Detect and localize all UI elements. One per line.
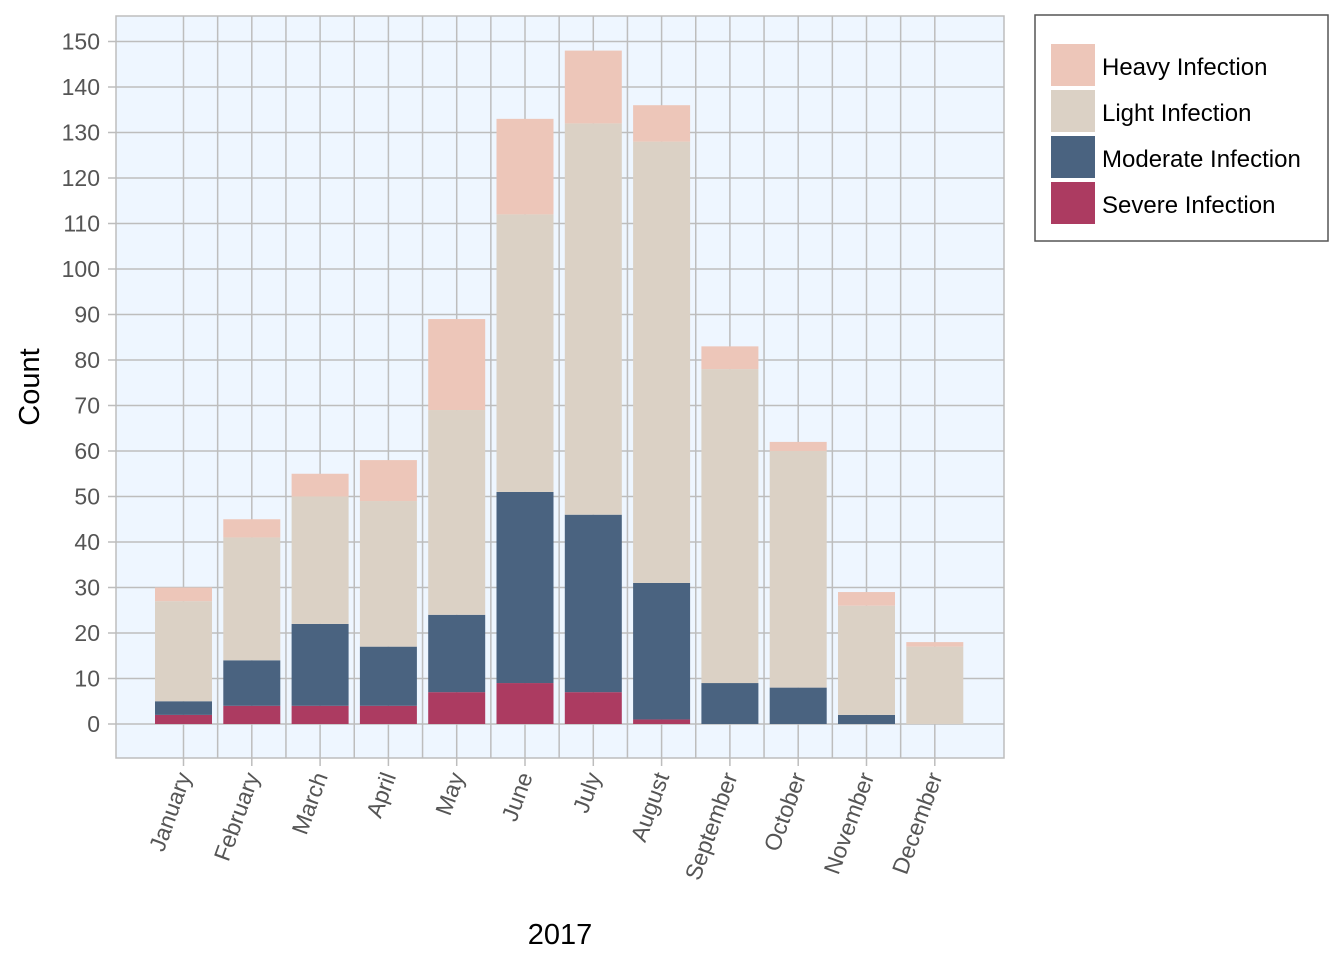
x-tick-label: April bbox=[361, 769, 401, 821]
y-tick-label: 10 bbox=[74, 666, 100, 692]
bar-heavy-infection-october bbox=[769, 441, 827, 451]
legend-label: Light Infection bbox=[1102, 100, 1251, 127]
x-tick-label: July bbox=[568, 768, 607, 816]
bar-heavy-infection-january bbox=[155, 587, 212, 602]
bar-severe-infection-march bbox=[291, 705, 349, 724]
legend-label: Severe Infection bbox=[1102, 192, 1275, 219]
bar-light-infection-october bbox=[769, 451, 827, 688]
x-tick-label: January bbox=[144, 768, 197, 854]
x-axis-title: 2017 bbox=[528, 919, 593, 951]
bar-moderate-infection-january bbox=[155, 701, 212, 715]
legend-label: Moderate Infection bbox=[1102, 146, 1301, 173]
legend: Heavy Infection Light Infection Moderate I… bbox=[1034, 14, 1329, 242]
bar-moderate-infection-april bbox=[359, 646, 417, 706]
bar-heavy-infection-september bbox=[701, 346, 759, 370]
legend-key-light-infection bbox=[1051, 90, 1095, 132]
y-tick-label: 40 bbox=[74, 529, 100, 555]
bar-heavy-infection-may bbox=[428, 319, 486, 411]
bar-severe-infection-june bbox=[496, 683, 554, 724]
bars bbox=[155, 50, 964, 724]
bar-severe-infection-april bbox=[359, 705, 417, 724]
bar-severe-infection-august bbox=[633, 719, 691, 724]
y-tick-label: 50 bbox=[74, 484, 100, 510]
bar-light-infection-march bbox=[291, 496, 349, 624]
legend-label: Heavy Infection bbox=[1102, 54, 1267, 81]
y-tick-label: 130 bbox=[62, 120, 100, 146]
bar-light-infection-may bbox=[428, 410, 486, 615]
bar-heavy-infection-november bbox=[838, 592, 895, 606]
bar-light-infection-april bbox=[359, 501, 417, 647]
y-tick-label: 60 bbox=[74, 438, 100, 464]
bar-heavy-infection-august bbox=[633, 105, 691, 142]
bar-severe-infection-may bbox=[428, 692, 486, 724]
x-tick-label: September bbox=[680, 769, 743, 884]
legend-key-moderate-infection bbox=[1051, 136, 1095, 178]
bar-light-infection-september bbox=[701, 369, 759, 684]
bar-heavy-infection-july bbox=[564, 50, 622, 124]
bar-light-infection-december bbox=[906, 646, 964, 724]
bar-light-infection-june bbox=[496, 214, 554, 492]
bar-moderate-infection-september bbox=[701, 683, 759, 724]
y-tick-label: 120 bbox=[62, 165, 100, 191]
bar-severe-infection-january bbox=[155, 714, 212, 724]
y-tick-label: 140 bbox=[62, 74, 100, 100]
y-tick-label: 150 bbox=[62, 29, 100, 55]
bar-light-infection-august bbox=[633, 141, 691, 583]
bar-moderate-infection-june bbox=[496, 491, 554, 684]
x-tick-label: June bbox=[496, 769, 537, 825]
bar-heavy-infection-december bbox=[906, 642, 964, 647]
y-axis-ticks: 0 10 20 30 40 50 60 70 80 90 100 110 120 130 140 150 bbox=[62, 29, 116, 737]
bar-severe-infection-july bbox=[564, 692, 622, 724]
x-axis-ticks: January February March April May June July Augu… bbox=[144, 758, 948, 883]
y-tick-label: 110 bbox=[63, 211, 100, 237]
bar-heavy-infection-february bbox=[223, 519, 281, 538]
bar-heavy-infection-march bbox=[291, 473, 349, 497]
y-tick-label: 0 bbox=[87, 711, 100, 737]
bar-moderate-infection-august bbox=[633, 582, 691, 720]
bar-severe-infection-february bbox=[223, 705, 281, 724]
y-tick-label: 90 bbox=[74, 302, 100, 328]
x-tick-label: November bbox=[818, 769, 879, 878]
y-tick-label: 80 bbox=[74, 347, 100, 373]
x-tick-label: December bbox=[887, 769, 948, 878]
y-axis-title: Count bbox=[14, 348, 46, 425]
y-tick-label: 70 bbox=[74, 393, 100, 419]
bar-light-infection-november bbox=[838, 605, 895, 715]
x-tick-label: August bbox=[625, 768, 674, 845]
x-tick-label: March bbox=[287, 769, 333, 838]
y-tick-label: 30 bbox=[74, 575, 100, 601]
legend-key-heavy-infection bbox=[1051, 44, 1095, 86]
bar-heavy-infection-april bbox=[359, 460, 417, 502]
x-tick-label: October bbox=[758, 769, 811, 855]
bar-moderate-infection-february bbox=[223, 660, 281, 706]
x-tick-label: February bbox=[209, 768, 265, 864]
legend-key-severe-infection bbox=[1051, 182, 1095, 224]
bar-heavy-infection-june bbox=[496, 118, 554, 215]
y-tick-label: 20 bbox=[74, 620, 100, 646]
bar-light-infection-february bbox=[223, 537, 281, 661]
bar-moderate-infection-july bbox=[564, 514, 622, 693]
legend-items: Heavy Infection Light Infection Moderate I… bbox=[1051, 44, 1301, 224]
bar-moderate-infection-may bbox=[428, 614, 486, 693]
y-tick-label: 100 bbox=[62, 256, 100, 282]
bar-light-infection-january bbox=[155, 601, 212, 702]
bar-light-infection-july bbox=[564, 123, 622, 515]
x-tick-label: May bbox=[430, 768, 469, 818]
bar-moderate-infection-march bbox=[291, 623, 349, 706]
bar-moderate-infection-october bbox=[769, 687, 827, 724]
bar-moderate-infection-november bbox=[838, 714, 895, 724]
